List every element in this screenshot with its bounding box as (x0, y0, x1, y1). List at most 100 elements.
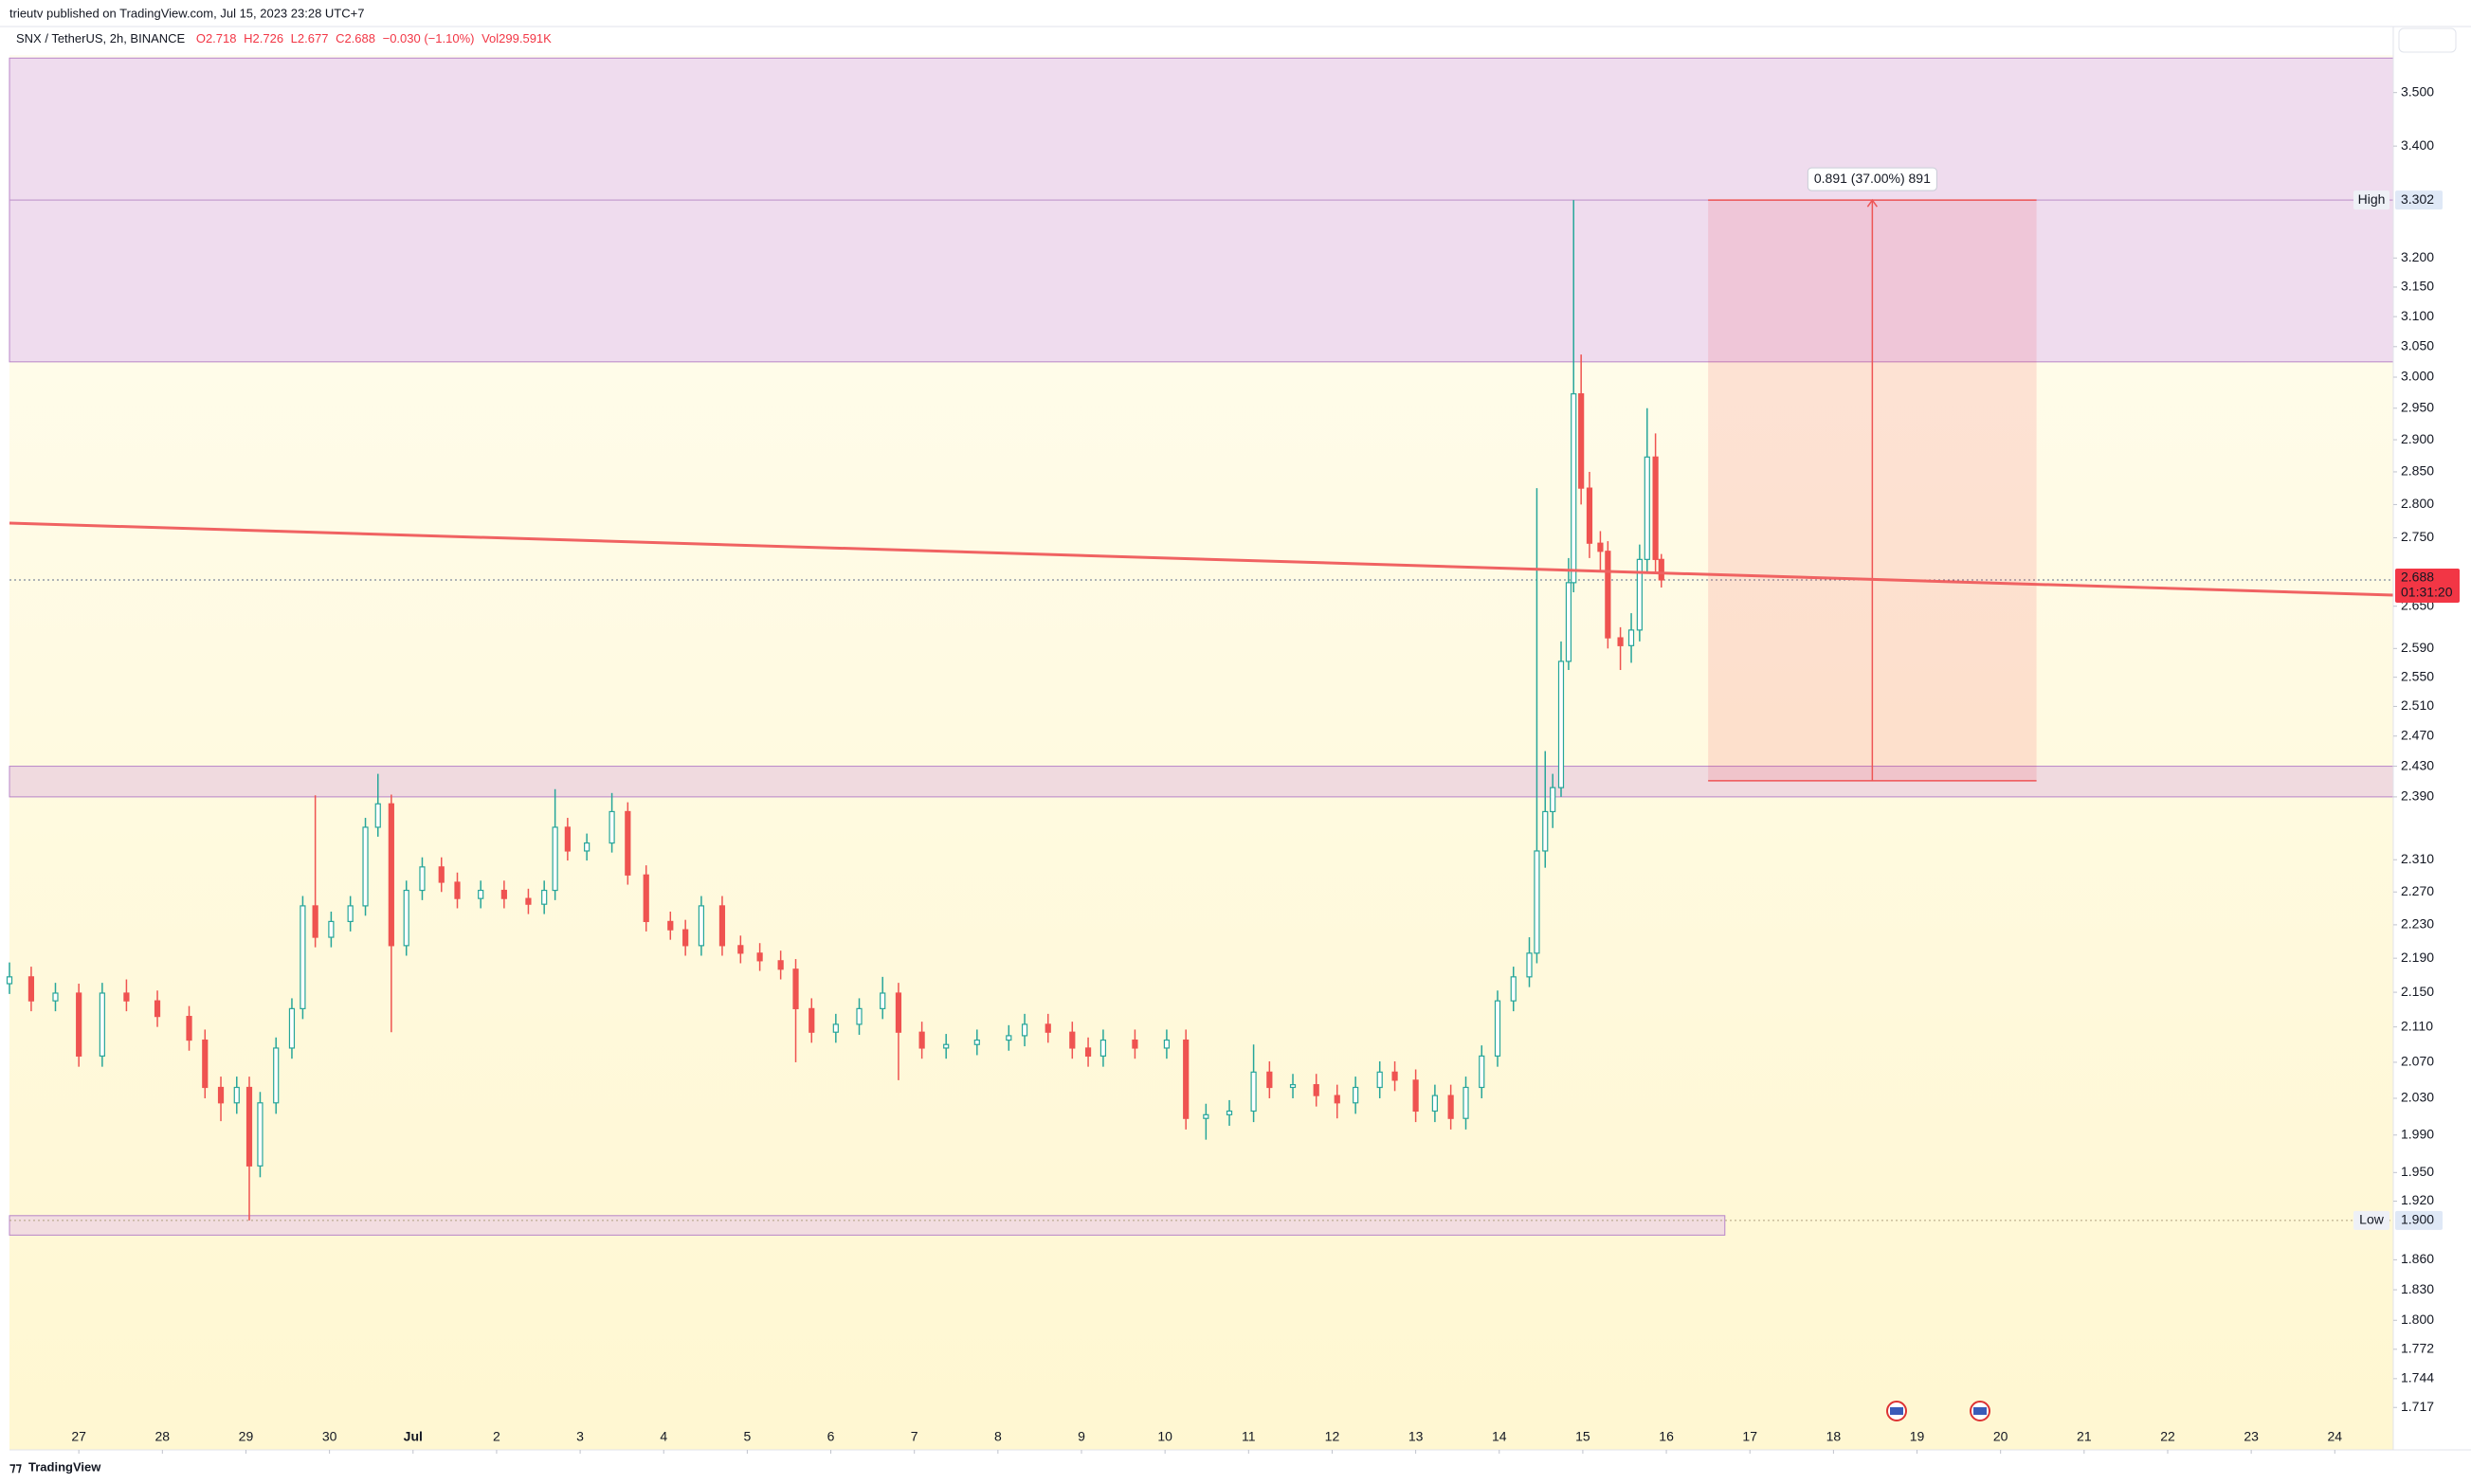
candle-body (541, 889, 548, 905)
candle-body (1534, 850, 1540, 954)
y-tick-label: 1.860 (2401, 1251, 2434, 1266)
candle-body (1006, 1035, 1012, 1041)
y-tick-label: 2.230 (2401, 916, 2434, 932)
candle-body (312, 905, 318, 938)
legend-value: Vol299.591K (481, 31, 552, 45)
candle-body (973, 1039, 980, 1045)
candle-body (552, 826, 558, 892)
toolbar-box[interactable] (2398, 27, 2457, 53)
candle-body (1447, 1095, 1454, 1119)
y-tick-label: 3.200 (2401, 249, 2434, 264)
candle-body (454, 881, 461, 899)
x-tick-label: 12 (1325, 1429, 1340, 1444)
y-tick-label: 3.150 (2401, 279, 2434, 294)
high-marker-name-box (2353, 190, 2389, 210)
candle-body (643, 874, 649, 923)
event-flag[interactable] (1970, 1401, 1990, 1421)
x-tick-label: 30 (322, 1429, 337, 1444)
candle-body (478, 889, 484, 899)
candle-body (1376, 1071, 1383, 1089)
legend: SNX / TetherUS, 2h, BINANCE O2.718 H2.72… (16, 31, 552, 45)
trend-line (9, 521, 2394, 597)
candle-body (154, 1000, 161, 1018)
y-tick-label: 2.590 (2401, 640, 2434, 655)
x-tick-label: Jul (404, 1429, 423, 1444)
candle-body (918, 1031, 925, 1049)
low-marker-name-box (2353, 1210, 2389, 1230)
candle-body (374, 803, 381, 828)
measure-label: 0.891 (37.00%) 891 (1814, 171, 1931, 186)
candle-body (1334, 1095, 1340, 1104)
x-tick-label: 10 (1157, 1429, 1172, 1444)
y-tick-label: 3.050 (2401, 338, 2434, 353)
y-tick-label: 1.717 (2401, 1399, 2434, 1414)
candle-body (1605, 551, 1611, 639)
low-marker-name: Low (2359, 1212, 2385, 1227)
candle-body (1045, 1023, 1051, 1033)
x-tick-label: 24 (2328, 1429, 2343, 1444)
candle-body (288, 1007, 296, 1049)
candle-body (1565, 582, 1572, 662)
candle-body (500, 889, 507, 899)
candle-body (245, 1086, 253, 1167)
candle-body (895, 992, 902, 1033)
y-tick-label: 1.990 (2401, 1126, 2434, 1141)
last-price-countdown: 01:31:20 (2401, 585, 2453, 600)
y-tick-label: 1.950 (2401, 1164, 2434, 1179)
x-tick-label: 15 (1575, 1429, 1590, 1444)
y-tick-label: 1.830 (2401, 1281, 2434, 1296)
zone (9, 57, 2394, 201)
low-marker-box (2395, 1210, 2443, 1230)
y-tick-label: 2.470 (2401, 727, 2434, 742)
candle-body (1586, 487, 1593, 544)
candle-body (328, 920, 335, 938)
x-tick-label: 5 (743, 1429, 751, 1444)
candle-body (186, 1016, 192, 1041)
high-marker-box (2395, 190, 2443, 210)
y-tick-label: 2.900 (2401, 431, 2434, 446)
candle-body (1636, 558, 1643, 631)
candle-body (202, 1039, 209, 1089)
candle-body (27, 976, 35, 1002)
y-tick-label: 2.150 (2401, 984, 2434, 999)
y-tick-label: 2.030 (2401, 1090, 2434, 1105)
candle-body (1021, 1023, 1028, 1037)
candle-body (1597, 542, 1604, 552)
candle-body (123, 992, 130, 1002)
y-tick-label: 2.110 (2401, 1018, 2433, 1033)
candle-body (1617, 637, 1624, 646)
legend-value: −0.030 (−1.10%) (383, 31, 475, 45)
x-tick-label: 8 (994, 1429, 1002, 1444)
candle-body (99, 992, 105, 1057)
candle-body (1644, 456, 1650, 560)
candle-body (682, 929, 689, 947)
event-flag[interactable] (1886, 1401, 1907, 1421)
candle-body (943, 1043, 950, 1049)
x-tick-label: 6 (827, 1429, 835, 1444)
event-flag-icon (1973, 1407, 1987, 1415)
x-tick-label: 27 (71, 1429, 86, 1444)
candle-body (52, 992, 59, 1002)
zone (9, 199, 2394, 363)
y-tick-label: 1.920 (2401, 1192, 2434, 1207)
candle-body (1289, 1084, 1297, 1089)
candle-body (1353, 1086, 1359, 1104)
y-tick-label: 1.772 (2401, 1341, 2434, 1356)
candle-body (257, 1102, 263, 1167)
candle-body (347, 905, 354, 923)
candle-body (792, 968, 799, 1009)
candle-body (1652, 456, 1659, 560)
x-tick-label: 13 (1408, 1429, 1424, 1444)
candle-body (832, 1023, 839, 1033)
y-tick-label: 2.310 (2401, 851, 2434, 866)
candle-body (1183, 1039, 1190, 1119)
candle-body (1250, 1071, 1257, 1113)
candle-body (1391, 1071, 1398, 1081)
x-tick-label: 11 (1242, 1429, 1256, 1444)
x-tick-label: 17 (1742, 1429, 1757, 1444)
candle-body (419, 866, 426, 892)
candle-body (217, 1086, 225, 1104)
legend-value: L2.677 (291, 31, 329, 45)
candle-body (1494, 1000, 1501, 1057)
x-tick-label: 21 (2077, 1429, 2092, 1444)
